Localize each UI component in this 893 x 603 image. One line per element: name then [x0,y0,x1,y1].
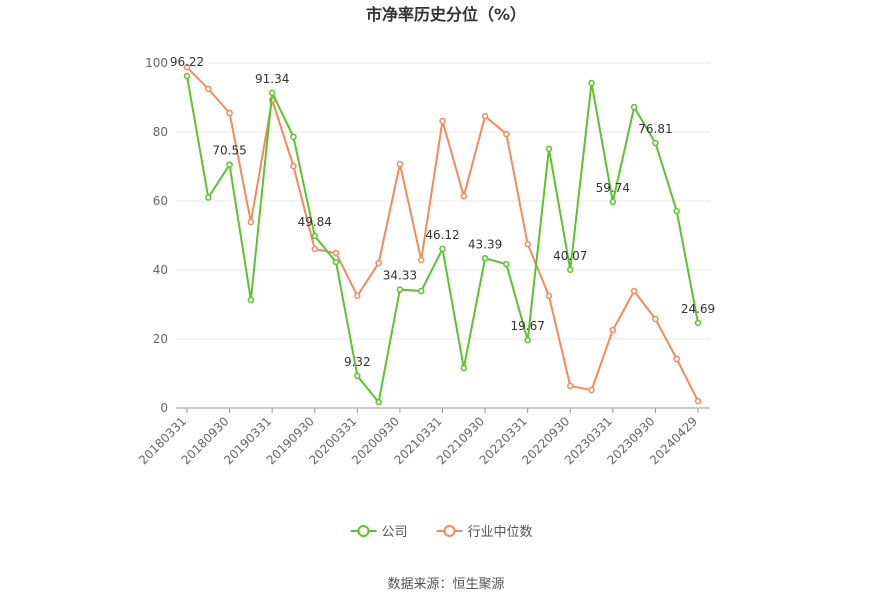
point [694,397,702,405]
point [673,207,680,215]
point [460,364,468,372]
data-label: 34.33 [383,269,417,283]
y-tick-label: 40 [153,263,168,277]
point [588,79,595,87]
point [290,133,297,141]
point [439,117,446,125]
point [290,162,297,170]
point [545,145,553,153]
legend-marker [357,525,370,537]
source: 数据来源：恒生聚源 [387,577,504,592]
data-label: 24.69 [681,302,715,316]
data-label: 40.07 [553,249,587,263]
point [673,355,680,363]
point [332,249,340,257]
point [417,287,425,295]
point [481,255,489,262]
y-tick-label: 20 [153,332,168,346]
point [183,63,191,71]
y-tick-label: 80 [153,125,168,139]
data-label: 49.84 [298,215,332,229]
point [567,266,574,274]
point [652,315,659,323]
point [375,259,382,267]
legend-label: 公司 [382,525,408,540]
legend-item: 公司 [350,525,408,540]
point [247,218,255,226]
point [354,372,361,380]
point [545,292,553,300]
point [311,245,318,253]
data-label: 59.74 [596,181,630,195]
data-label: 9.32 [344,355,371,369]
data-label: 96.22 [170,55,204,69]
point [311,232,318,240]
point [247,296,255,304]
point [226,109,233,117]
data-label: 91.34 [255,72,289,86]
y-tick-label: 60 [153,194,168,208]
data-label: 70.55 [212,144,246,158]
point [460,192,468,200]
point [503,260,510,268]
point [226,161,233,168]
point [375,398,382,406]
point [354,292,361,300]
point [439,245,446,253]
point [609,198,617,206]
point [609,326,617,334]
point [205,85,212,93]
point [417,256,425,264]
point [630,287,638,295]
point [652,139,659,147]
point [481,112,489,120]
legend-item: 行业中位数 [436,525,533,540]
point [268,89,276,97]
point [524,240,531,248]
point [567,382,574,390]
data-label: 43.39 [468,237,502,251]
point [183,72,191,80]
point [396,160,404,168]
y-tick-label: 0 [160,401,168,415]
chart-title: 市净率历史分位（%） [366,5,526,24]
point [396,286,404,293]
point [332,258,340,266]
point [694,319,702,327]
point [630,103,638,111]
y-tick-label: 100 [145,56,168,70]
point [205,194,212,201]
legend-marker [443,525,456,537]
point [588,386,595,394]
data-label: 76.81 [638,122,672,136]
point [524,336,531,344]
data-label: 19.67 [510,319,544,333]
data-label: 46.12 [425,228,459,242]
legend-label: 行业中位数 [468,525,533,540]
point [503,130,510,138]
